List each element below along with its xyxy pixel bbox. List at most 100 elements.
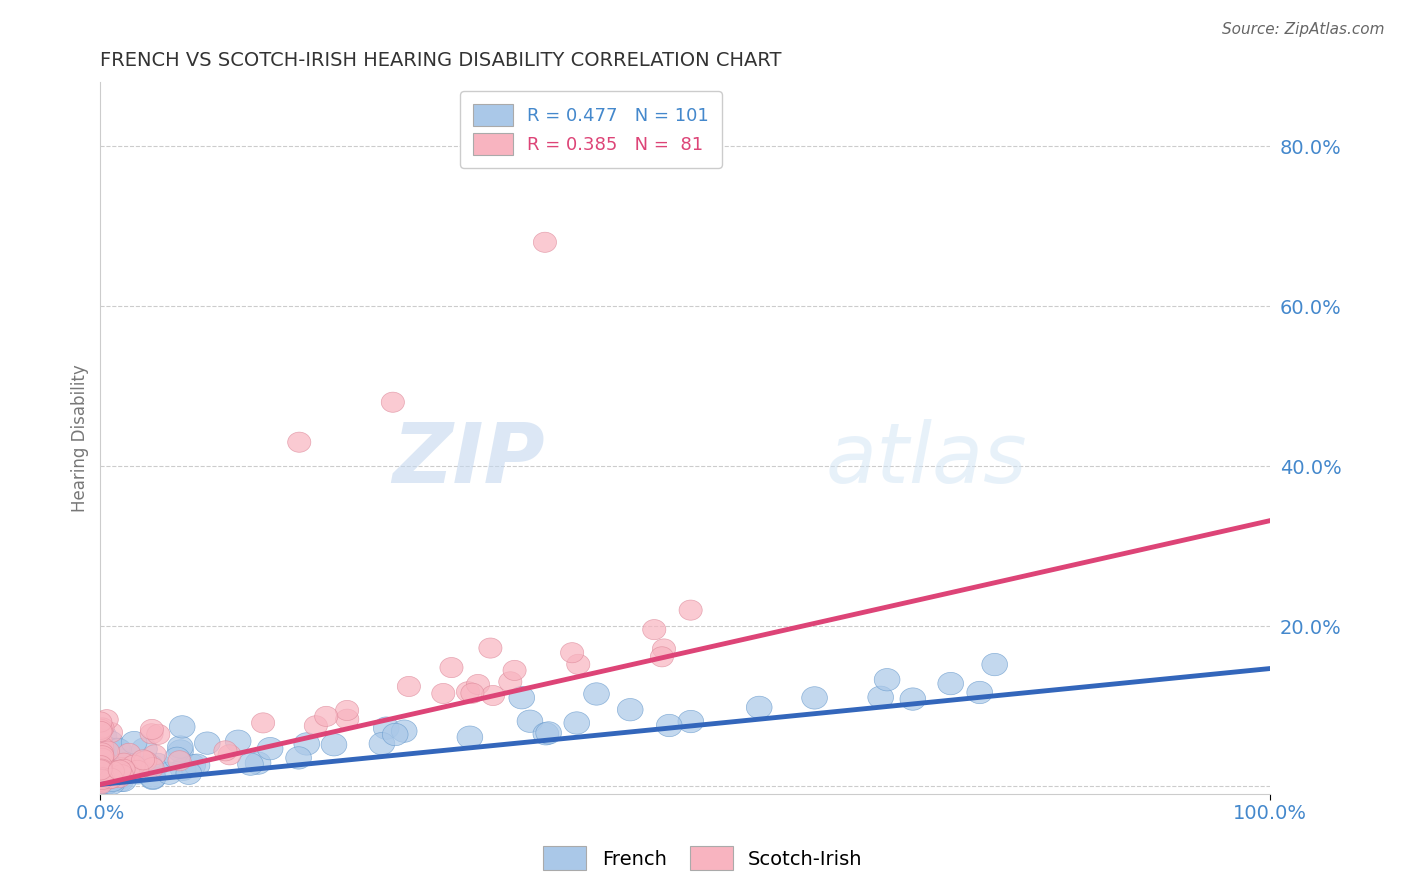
Ellipse shape [169,715,195,738]
Ellipse shape [165,747,190,770]
Ellipse shape [108,767,131,788]
Ellipse shape [111,756,138,779]
Ellipse shape [499,672,522,692]
Ellipse shape [315,706,337,726]
Ellipse shape [90,759,112,779]
Ellipse shape [105,739,132,761]
Ellipse shape [111,757,135,778]
Ellipse shape [97,754,122,777]
Ellipse shape [457,681,479,702]
Ellipse shape [101,762,128,784]
Ellipse shape [90,769,114,789]
Ellipse shape [97,731,124,754]
Ellipse shape [167,751,191,771]
Ellipse shape [94,770,121,792]
Ellipse shape [89,719,112,739]
Ellipse shape [374,717,399,739]
Ellipse shape [184,754,209,776]
Ellipse shape [104,761,128,781]
Ellipse shape [218,745,242,765]
Ellipse shape [101,761,125,781]
Ellipse shape [536,722,561,744]
Ellipse shape [121,731,148,754]
Ellipse shape [938,673,963,695]
Ellipse shape [652,639,675,659]
Ellipse shape [141,723,163,744]
Ellipse shape [87,754,114,776]
Ellipse shape [94,768,118,788]
Ellipse shape [368,732,395,755]
Ellipse shape [94,772,120,795]
Ellipse shape [252,713,274,733]
Ellipse shape [176,762,201,784]
Ellipse shape [87,758,114,780]
Ellipse shape [108,766,134,789]
Ellipse shape [87,771,114,793]
Ellipse shape [89,756,112,777]
Ellipse shape [87,743,114,765]
Ellipse shape [94,758,120,780]
Ellipse shape [87,732,114,755]
Ellipse shape [288,432,311,452]
Ellipse shape [146,724,170,745]
Ellipse shape [89,771,112,791]
Ellipse shape [167,736,193,758]
Ellipse shape [108,760,131,780]
Ellipse shape [141,719,163,739]
Ellipse shape [125,760,149,780]
Ellipse shape [117,743,141,764]
Ellipse shape [336,700,359,721]
Ellipse shape [89,731,112,751]
Ellipse shape [567,654,591,674]
Ellipse shape [561,642,583,663]
Legend: R = 0.477   N = 101, R = 0.385   N =  81: R = 0.477 N = 101, R = 0.385 N = 81 [460,91,721,168]
Ellipse shape [461,683,484,703]
Ellipse shape [87,744,114,766]
Ellipse shape [91,725,117,747]
Ellipse shape [398,676,420,697]
Ellipse shape [90,765,115,788]
Ellipse shape [285,747,312,769]
Text: Source: ZipAtlas.com: Source: ZipAtlas.com [1222,22,1385,37]
Ellipse shape [981,653,1008,676]
Ellipse shape [89,774,112,794]
Ellipse shape [93,771,120,793]
Ellipse shape [87,772,114,796]
Ellipse shape [91,747,114,767]
Ellipse shape [89,760,112,780]
Ellipse shape [89,765,115,788]
Ellipse shape [143,745,166,765]
Ellipse shape [747,696,772,719]
Ellipse shape [100,723,122,743]
Ellipse shape [96,710,118,730]
Ellipse shape [134,751,157,771]
Ellipse shape [141,757,165,778]
Ellipse shape [245,752,271,774]
Ellipse shape [517,710,543,732]
Ellipse shape [98,763,125,785]
Ellipse shape [110,763,135,785]
Ellipse shape [91,746,114,766]
Ellipse shape [89,765,114,788]
Ellipse shape [110,764,134,785]
Ellipse shape [132,738,157,760]
Ellipse shape [432,683,456,704]
Ellipse shape [108,769,134,791]
Ellipse shape [391,720,418,742]
Ellipse shape [89,750,114,772]
Ellipse shape [381,392,405,412]
Ellipse shape [583,682,609,706]
Legend: French, Scotch-Irish: French, Scotch-Irish [536,838,870,878]
Ellipse shape [96,751,121,773]
Ellipse shape [117,764,141,783]
Ellipse shape [89,772,114,795]
Ellipse shape [93,755,118,777]
Y-axis label: Hearing Disability: Hearing Disability [72,364,89,512]
Ellipse shape [170,758,195,780]
Ellipse shape [107,755,134,777]
Ellipse shape [89,772,112,791]
Ellipse shape [141,767,166,789]
Ellipse shape [617,698,643,721]
Ellipse shape [875,668,900,691]
Ellipse shape [678,710,703,732]
